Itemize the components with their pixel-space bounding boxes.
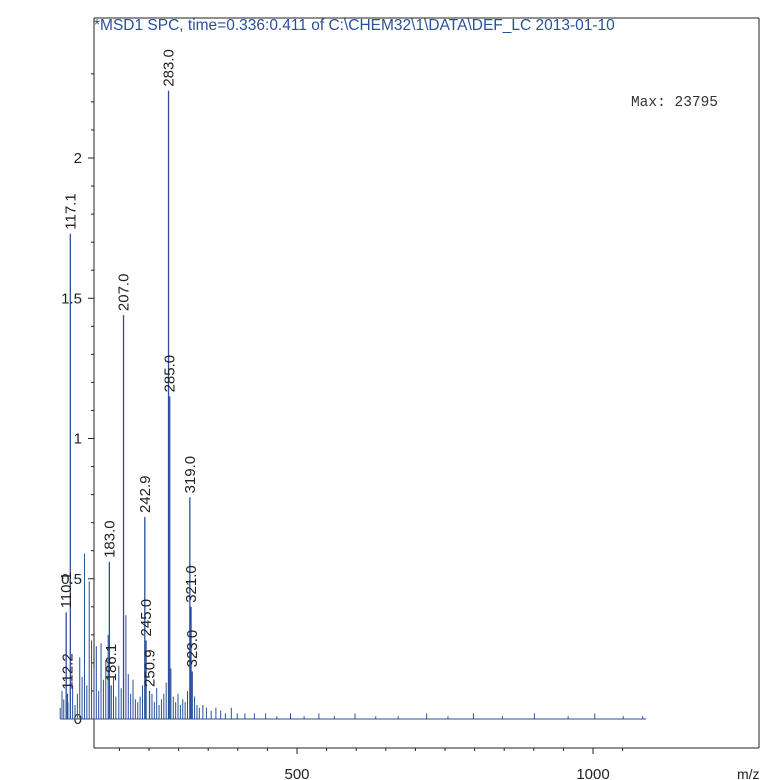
peak-label-319.0: 319.0 [182,456,199,494]
x-tick-label: 1000 [576,766,609,780]
peak-label-112.2: 112.2 [59,653,76,689]
peak-label-183.0: 183.0 [101,520,118,558]
y-tick-label: 0.5 [61,571,82,588]
chart-title: *MSD1 SPC, time=0.336:0.411 of C:\CHEM32… [94,17,615,34]
peak-label-245.0: 245.0 [138,599,155,637]
x-axis-label: m/z [737,766,760,780]
peak-label-110.1: 110.1 [58,572,75,608]
max-intensity-label: Max: 23795 [631,95,718,111]
x-tick-label: 500 [284,766,309,780]
peak-label-250.9: 250.9 [142,649,159,687]
y-tick-label: 2 [74,150,82,167]
peak-label-186.1: 186.1 [103,644,120,682]
peak-label-117.1: 117.1 [62,193,79,229]
peak-label-321.0: 321.0 [183,565,200,603]
peak-labels: 110.1 112.2 117.1 183.0 186.1 207.0 242.9 245.0… [58,49,201,690]
y-tick-label: 1.5 [61,290,82,307]
peak-label-207.0: 207.0 [116,274,133,312]
y-tick-label: 1 [74,431,82,448]
labelled-peaks [65,90,193,719]
peak-label-323.0: 323.0 [184,630,201,668]
peak-label-285.0: 285.0 [162,355,179,393]
peak-label-283.0: 283.0 [161,49,178,87]
peak-label-242.9: 242.9 [137,475,154,513]
